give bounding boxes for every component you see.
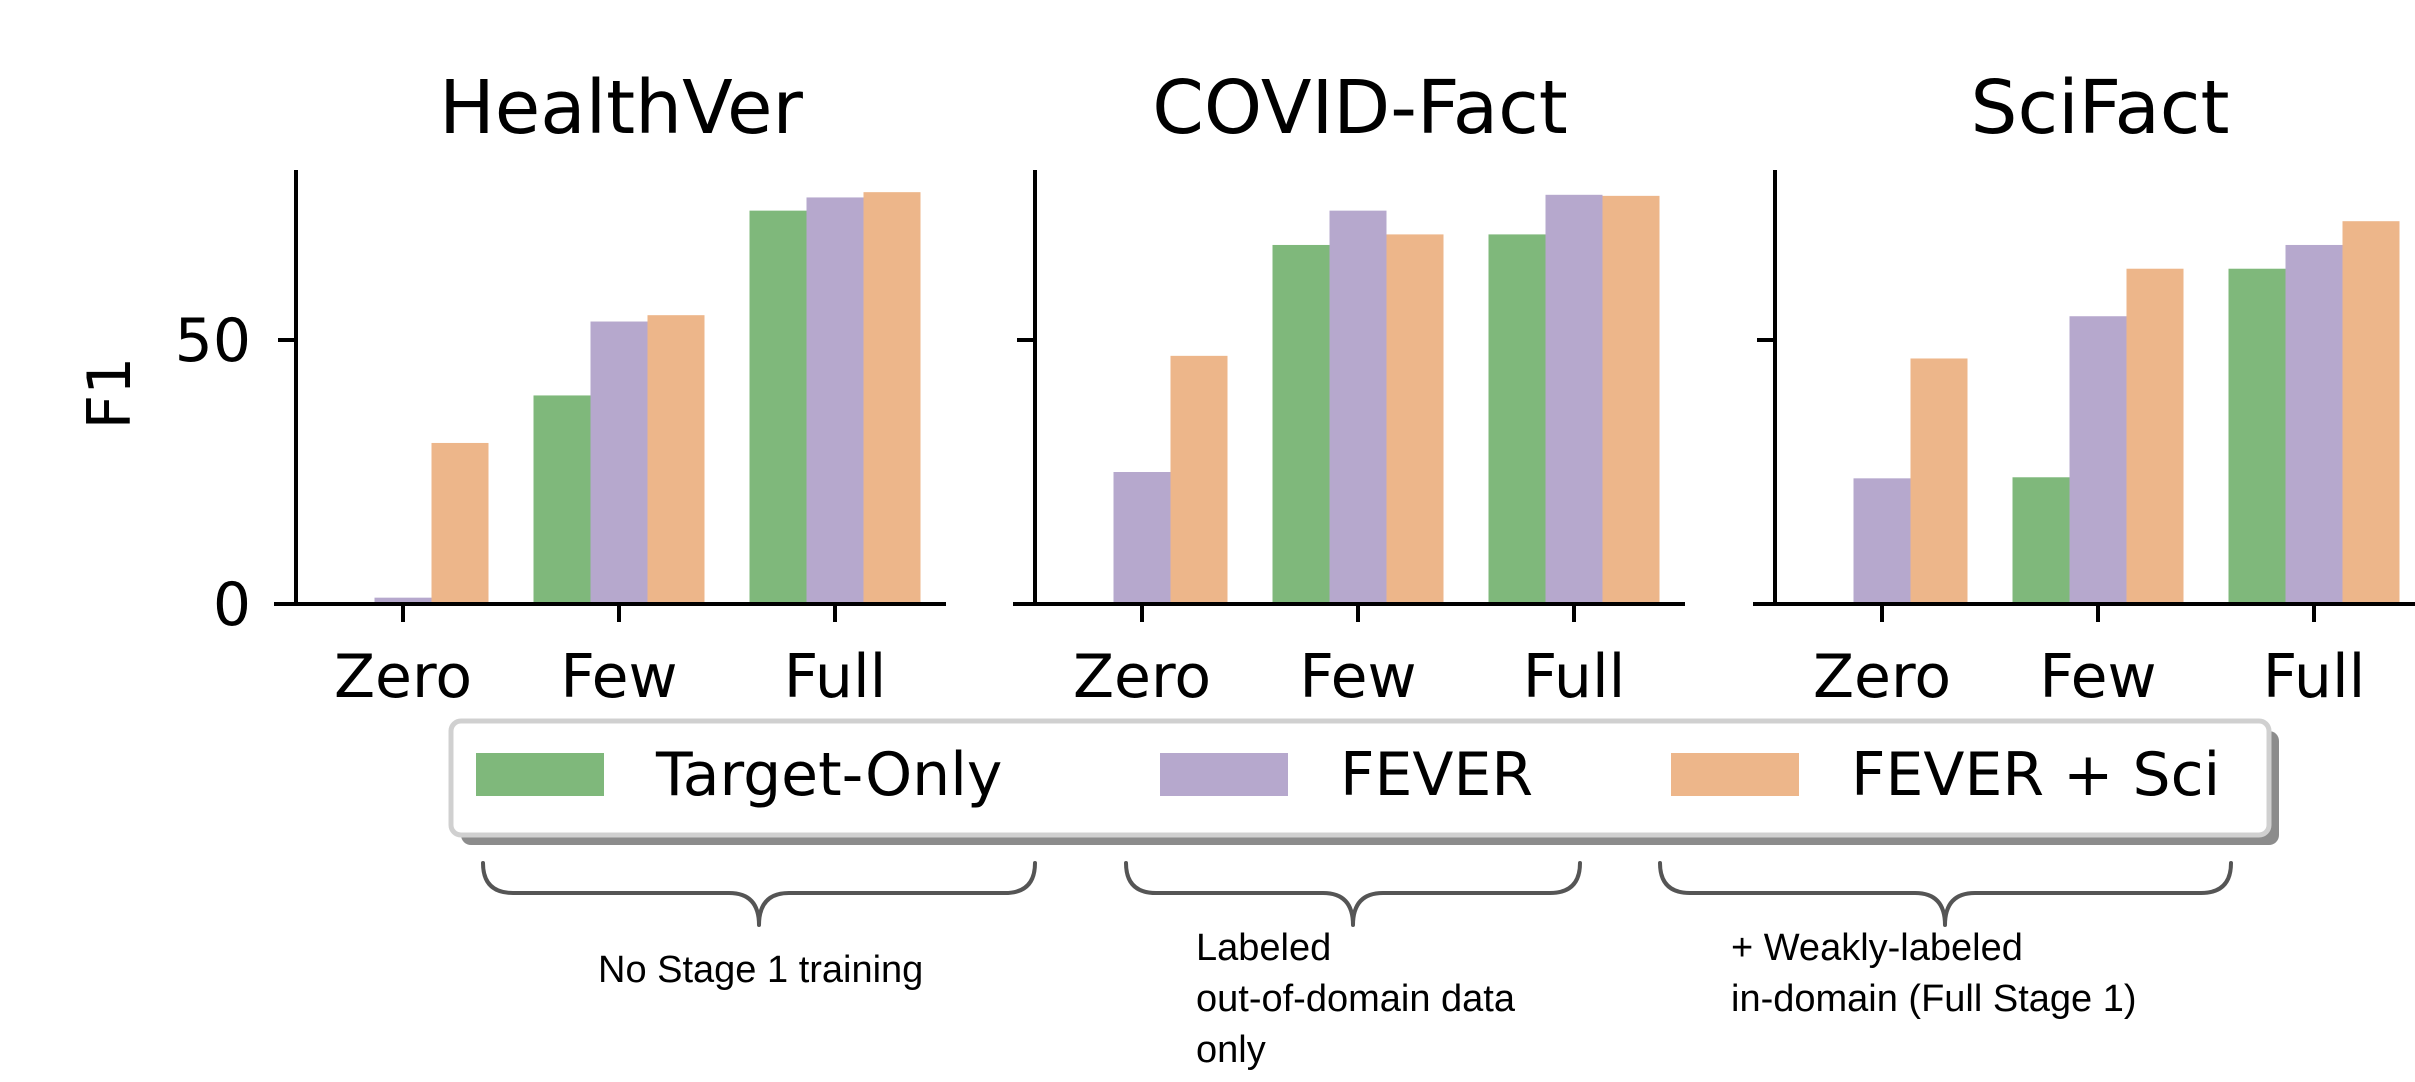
brace-weakly-labeled [1658, 861, 2233, 927]
bar-fever-few [590, 321, 648, 604]
bar-fever-sci-zero [1910, 358, 1968, 604]
legend-frame [448, 718, 2272, 838]
legend-swatch-target-only [476, 753, 604, 796]
brace-out-of-domain [1124, 861, 1582, 927]
bar-target-only-full [749, 210, 807, 604]
bar-fever-sci-few [1386, 234, 1444, 604]
bar-fever-few [2069, 316, 2127, 604]
annotation-line: Labeled [1196, 927, 1331, 969]
bar-target-only-few [1272, 244, 1330, 604]
annotation-line: in-domain (Full Stage 1) [1731, 978, 2137, 1020]
bar-fever-full [2285, 244, 2343, 604]
annotation-no-stage1: No Stage 1 training [598, 949, 923, 991]
bar-fever-sci-zero [431, 442, 489, 604]
bar-fever-few [1329, 210, 1387, 604]
annotation-line: No Stage 1 training [598, 949, 923, 991]
panel-scifact: SciFact Zero Few Full [1753, 65, 2415, 712]
x-tick-label-zero: Zero [1073, 642, 1211, 712]
legend-swatch-fever-sci [1671, 753, 1799, 796]
y-tick-label: 50 [175, 306, 251, 376]
x-tick-label-zero: Zero [334, 642, 472, 712]
legend: Target-Only FEVER FEVER + Sci [448, 718, 2279, 845]
panel-title: COVID-Fact [1152, 65, 1568, 151]
annotation-line: + Weakly-labeled [1731, 927, 2023, 969]
bar-fever-sci-full [2342, 221, 2400, 604]
brace-no-stage1 [481, 861, 1037, 927]
bar-fever-sci-few [2126, 268, 2184, 604]
legend-label-fever: FEVER [1340, 740, 1533, 810]
x-tick-label-zero: Zero [1813, 642, 1951, 712]
y-tick-label: 0 [213, 570, 251, 640]
legend-swatch-fever [1160, 753, 1288, 796]
panel-covid-fact: COVID-Fact Zero Few Full [1013, 65, 1685, 712]
bar-target-only-few [533, 395, 591, 604]
panel-title: SciFact [1970, 65, 2229, 151]
x-tick-label-full: Full [784, 642, 887, 712]
bar-fever-full [806, 197, 864, 604]
x-tick-label-few: Few [560, 642, 677, 712]
bar-target-only-full [1488, 234, 1546, 604]
x-tick-label-full: Full [2263, 642, 2366, 712]
x-tick-label-few: Few [1299, 642, 1416, 712]
bar-fever-sci-full [863, 192, 921, 604]
bar-fever-full [1545, 194, 1603, 605]
annotation-out-of-domain: Labeled out-of-domain data only [1196, 927, 1526, 1071]
annotation-line: only [1196, 1029, 1266, 1071]
legend-label-fever-sci: FEVER + Sci [1851, 740, 2220, 810]
bar-fever-sci-full [1602, 195, 1660, 604]
bar-fever-sci-few [647, 315, 705, 604]
x-tick-label-full: Full [1523, 642, 1626, 712]
bar-fever-zero [1113, 472, 1171, 604]
bar-fever-zero [374, 597, 432, 604]
panel-title: HealthVer [439, 65, 803, 151]
panel-healthver: HealthVer 0 50 Zero Few Full [175, 65, 946, 712]
bar-fever-sci-zero [1170, 355, 1228, 604]
x-tick-label-few: Few [2039, 642, 2156, 712]
bar-fever-zero [1853, 478, 1911, 604]
annotation-line: out-of-domain data [1196, 978, 1516, 1020]
annotation-weakly-labeled: + Weakly-labeled in-domain (Full Stage 1… [1731, 927, 2137, 1020]
bar-target-only-few [2012, 477, 2070, 604]
bar-target-only-full [2228, 268, 2286, 604]
legend-label-target-only: Target-Only [655, 740, 1002, 810]
y-axis-label: F1 [75, 357, 145, 430]
